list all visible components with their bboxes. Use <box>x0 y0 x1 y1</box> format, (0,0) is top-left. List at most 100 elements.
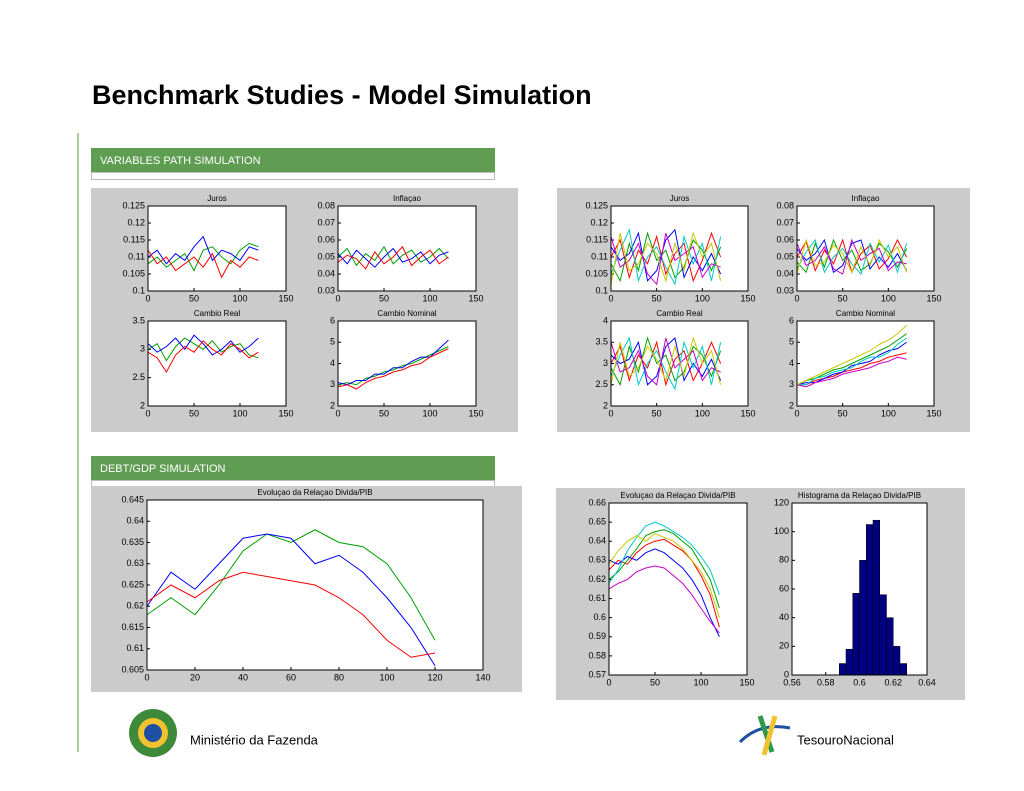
y-tick-label: 2.5 <box>595 379 608 389</box>
y-tick-label: 0.105 <box>122 268 145 278</box>
series-line <box>608 548 720 637</box>
y-tick-label: 0.1 <box>595 285 608 295</box>
series-line <box>147 334 259 356</box>
series-line <box>610 336 722 391</box>
y-tick-label: 0.65 <box>588 516 606 526</box>
y-tick-label: 3 <box>330 379 335 389</box>
y-tick-label: 0.62 <box>126 601 144 611</box>
y-tick-label: 6 <box>330 315 335 325</box>
series-line <box>610 233 721 286</box>
series-line <box>610 336 722 385</box>
y-tick-label: 2 <box>603 400 608 410</box>
plot-area <box>148 206 286 291</box>
y-tick-label: 0.635 <box>121 537 144 547</box>
x-tick-label: 100 <box>422 293 437 303</box>
y-tick-label: 80 <box>779 555 789 565</box>
section-label: VARIABLES PATH SIMULATION <box>100 155 261 167</box>
plot-area <box>338 206 476 291</box>
y-tick-label: 3.5 <box>132 315 145 325</box>
plot-frame <box>608 502 748 676</box>
y-tick-label: 0.105 <box>585 268 608 278</box>
plot-area <box>797 321 934 406</box>
y-tick-label: 0.11 <box>591 251 608 261</box>
y-tick-label: 0.08 <box>317 200 335 210</box>
x-tick-label: 150 <box>740 408 755 418</box>
y-tick-label: 0.63 <box>588 555 606 565</box>
x-tick-label: 100 <box>379 672 394 682</box>
section-label: DEBT/GDP SIMULATION <box>100 463 226 475</box>
plot-area <box>797 206 934 291</box>
x-tick-label: 150 <box>468 408 483 418</box>
y-tick-label: 0.66 <box>588 497 606 507</box>
plot-area <box>338 321 476 406</box>
series-line <box>337 245 449 270</box>
series-line <box>146 571 436 658</box>
x-tick-label: 0 <box>145 293 150 303</box>
x-tick-label: 0 <box>608 408 613 418</box>
x-tick-label: 40 <box>238 672 248 682</box>
plot-frame <box>147 205 287 292</box>
series-line <box>796 238 908 274</box>
tesouro-name: TesouroNacional <box>797 732 894 747</box>
y-tick-label: 5 <box>330 337 335 347</box>
y-tick-label: 0.06 <box>776 234 794 244</box>
y-tick-label: 2 <box>330 400 335 410</box>
chart-title: Evoluçao da Relaçao Divida/PIB <box>620 491 735 500</box>
section-header <box>91 456 495 480</box>
series-line <box>147 249 259 279</box>
y-tick-label: 0.115 <box>586 234 608 244</box>
y-tick-label: 0.61 <box>588 593 606 603</box>
chart-title: Juros <box>670 194 690 203</box>
y-tick-label: 60 <box>779 583 789 593</box>
series-line <box>610 231 722 285</box>
x-tick-label: 150 <box>740 293 755 303</box>
y-tick-label: 0.08 <box>776 200 794 210</box>
series-line <box>796 356 907 388</box>
x-tick-label: 0.58 <box>817 677 835 687</box>
ministry-emblem <box>129 709 177 757</box>
ministry-name: Ministério da Fazenda <box>190 732 319 747</box>
y-tick-label: 3 <box>603 358 608 368</box>
plot-frame <box>610 205 749 292</box>
x-tick-label: 60 <box>286 672 296 682</box>
x-tick-label: 140 <box>475 672 490 682</box>
x-tick-label: 100 <box>881 293 896 303</box>
x-tick-label: 50 <box>652 408 662 418</box>
chart-title: Inflaçao <box>393 194 422 203</box>
series-line <box>796 238 908 275</box>
chart-title: Cambio Real <box>194 309 240 318</box>
y-tick-label: 6 <box>789 315 794 325</box>
chart-title: Cambio Real <box>656 309 702 318</box>
series-line <box>146 533 436 667</box>
x-tick-label: 100 <box>422 408 437 418</box>
x-tick-label: 0.62 <box>884 677 902 687</box>
histogram-bar <box>839 663 847 676</box>
x-tick-label: 20 <box>190 672 200 682</box>
histogram-bar <box>859 560 867 676</box>
y-tick-label: 0.58 <box>588 650 606 660</box>
series-line <box>610 337 722 386</box>
plot-frame <box>796 205 935 292</box>
x-tick-label: 50 <box>379 293 389 303</box>
y-tick-label: 0.61 <box>126 643 144 653</box>
series-line <box>608 565 720 634</box>
section-box <box>91 172 495 180</box>
plot-area <box>609 503 747 675</box>
series-line <box>337 247 449 268</box>
series-line <box>610 231 722 283</box>
x-tick-label: 150 <box>926 293 941 303</box>
x-tick-label: 0.64 <box>918 677 936 687</box>
y-tick-label: 0.62 <box>588 574 606 584</box>
x-tick-label: 50 <box>189 293 199 303</box>
series-line <box>797 352 907 386</box>
y-tick-label: 0.57 <box>588 669 606 679</box>
y-tick-label: 120 <box>774 497 789 507</box>
y-tick-label: 0.04 <box>317 268 335 278</box>
x-tick-label: 150 <box>739 677 754 687</box>
series-line <box>796 238 908 274</box>
plot-frame <box>146 499 484 671</box>
series-line <box>610 336 722 387</box>
x-tick-label: 0 <box>335 293 340 303</box>
series-line <box>337 346 449 386</box>
x-tick-label: 50 <box>838 408 848 418</box>
